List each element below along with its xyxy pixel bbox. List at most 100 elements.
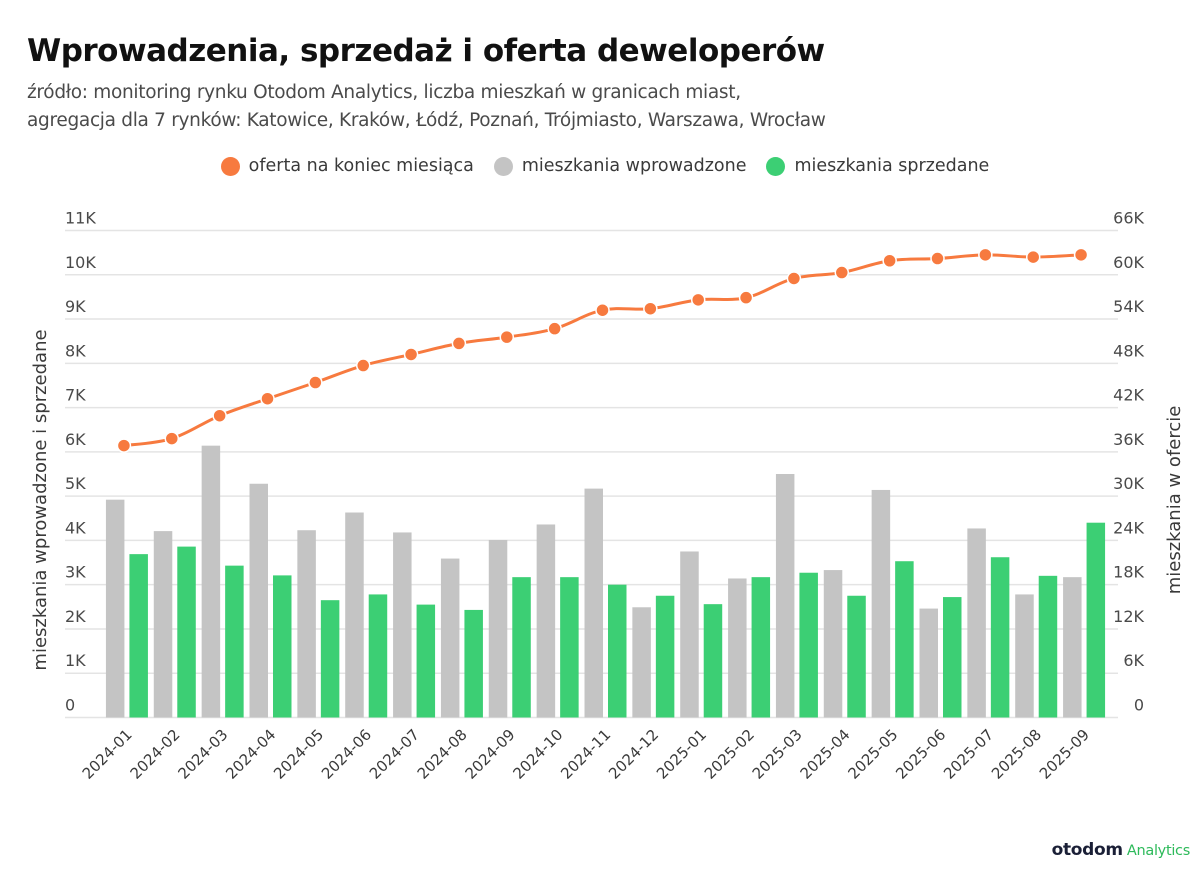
bar-sold [847,595,866,718]
right-tick-label: 18K [1113,563,1144,582]
left-tick-label: 10K [65,253,96,272]
bar-sold [512,577,531,718]
x-axis-labels: 2024-012024-022024-032024-042024-052024-… [79,726,1093,783]
left-axis-title: mieszkania wprowadzone i sprzedane [30,329,51,670]
legend-dot-sold [766,156,786,176]
bar-introduced [297,530,316,718]
x-tick-label: 2024-03 [174,726,231,783]
x-tick-label: 2025-03 [749,726,806,783]
chart-title: Wprowadzenia, sprzedaż i oferta dewelope… [27,33,825,69]
offer-point [260,391,275,406]
offer-point [882,253,897,269]
bar-sold [799,572,818,718]
bar-sold [895,561,914,718]
right-axis-title: mieszkania w ofercie [1164,406,1185,595]
chart-subtitle-source: źródło: monitoring rynku Otodom Analytic… [27,82,741,103]
bar-sold [751,577,771,718]
x-tick-label: 2024-10 [509,726,566,783]
left-tick-label: 0 [65,696,75,715]
right-tick-label: 24K [1113,518,1144,537]
bar-introduced [536,524,556,718]
offer-point [834,265,850,280]
left-tick-label: 11K [65,209,96,228]
bar-introduced [967,528,986,718]
offer-point [643,301,658,316]
otodom-analytics-logo: otodom Analytics [1051,840,1191,860]
x-tick-label: 2024-09 [462,726,519,783]
right-tick-label: 60K [1113,253,1144,272]
bar-sold [1038,575,1058,718]
bar-sold [416,604,436,718]
legend-item-introduced[interactable]: mieszkania wprowadzone [493,156,747,176]
bar-introduced [823,570,843,718]
right-tick-label: 36K [1113,430,1144,449]
legend-label-offer: oferta na koniec miesiąca [248,156,474,176]
x-tick-label: 2024-08 [414,726,471,783]
right-tick-label: 48K [1113,341,1144,360]
offer-point [451,336,467,351]
offer-point [595,302,610,318]
offer-line-path [123,253,1082,448]
left-tick-label: 8K [65,341,86,360]
left-tick-label: 1K [65,651,86,670]
offer-point [164,431,180,446]
right-tick-label: 12K [1113,607,1144,626]
bar-sold [1086,522,1106,718]
legend-label-sold: mieszkania sprzedane [794,156,990,176]
legend-label-introduced: mieszkania wprowadzone [521,156,747,176]
x-tick-label: 2024-11 [557,726,614,783]
offer-point [1025,249,1041,265]
offer-point [547,321,562,336]
offer-point [738,290,754,305]
x-tick-label: 2025-02 [701,726,758,783]
logo-otodom: otodom [1051,840,1124,860]
right-tick-label: 30K [1113,474,1144,493]
offer-point [1073,247,1089,263]
right-tick-label: 6K [1123,651,1144,670]
right-tick-label: 0 [1134,696,1144,715]
bar-introduced [249,483,268,718]
bar-sold [464,609,483,718]
bar-sold [320,600,340,718]
x-tick-label: 2024-04 [222,726,279,783]
bar-introduced [632,607,651,718]
legend-dot-introduced [493,156,513,176]
left-axis-ticks: 0 1K 2K 3K 4K 5K 6K 7K 8K 9K 10K 11K [65,209,96,715]
offer-point [499,329,515,345]
offer-point [403,347,419,362]
offer-point [930,251,945,266]
bar-introduced [105,499,125,718]
bar-introduced [584,488,603,718]
legend-item-offer[interactable]: oferta na koniec miesiąca [220,156,474,176]
left-tick-label: 3K [65,563,86,582]
bar-introduced [1015,594,1034,718]
bar-introduced [440,558,460,718]
offer-point [116,438,132,453]
x-tick-label: 2025-06 [892,726,949,783]
bar-introduced [680,551,699,718]
bar-introduced [345,512,364,718]
offer-point [308,375,323,390]
bar-introduced [153,531,173,718]
legend-item-sold[interactable]: mieszkania sprzedane [766,156,989,176]
chart-legend: oferta na koniec miesiąca mieszkania wpr… [5,156,1200,176]
bar-sold [129,554,148,718]
bars [105,445,1106,718]
bar-sold [560,577,579,718]
left-tick-label: 5K [65,474,86,493]
x-tick-label: 2025-09 [1036,726,1093,783]
x-tick-label: 2025-08 [988,726,1045,783]
bar-introduced [871,489,891,718]
x-tick-label: 2024-05 [270,726,327,783]
offer-point [212,408,227,423]
x-tick-label: 2024-02 [127,726,184,783]
bar-introduced [728,578,747,718]
left-tick-label: 2K [65,607,86,626]
legend-dot-offer [220,156,240,176]
left-tick-label: 6K [65,430,86,449]
bar-sold [655,595,675,718]
x-tick-label: 2024-07 [366,726,423,783]
x-tick-label: 2024-06 [318,726,375,783]
bar-sold [608,584,627,718]
